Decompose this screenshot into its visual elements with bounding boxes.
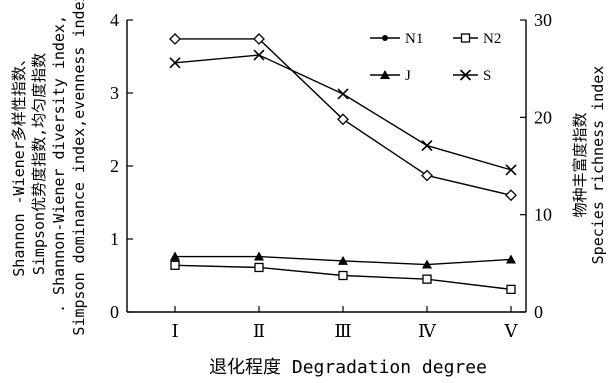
x-tick-label: Ⅰ [171, 321, 178, 342]
data-point-n2 [422, 274, 432, 284]
y-right-tick-label: 20 [534, 107, 552, 127]
x-axis-label: 退化程度 Degradation degree [209, 357, 487, 378]
legend: N1 N2 J S [370, 31, 501, 84]
y-left-tick-label: 1 [110, 229, 119, 249]
series-n1 [169, 33, 517, 202]
legend-label: J [405, 68, 411, 84]
data-point-n2 [506, 284, 516, 295]
legend-label: N2 [483, 31, 501, 47]
series-s [169, 49, 517, 176]
y-right-axis-label: 物种丰富度指数 Species richness index [571, 66, 607, 265]
y-right-label-line-2: Species richness index [589, 66, 607, 265]
legend-item-s: S [453, 68, 491, 84]
legend-label: S [483, 68, 491, 84]
legend-item-n2: N2 [453, 31, 501, 47]
y-right-tick-label: 30 [534, 10, 552, 30]
y-left-label-line-1: Shannon -Wiener多样性指数、 [10, 51, 28, 276]
y-right-tick-label: 10 [534, 205, 552, 225]
data-point-n2 [254, 262, 264, 273]
data-point-n2 [338, 270, 348, 281]
legend-marker [459, 69, 472, 81]
legend-label: N1 [405, 31, 423, 47]
y-left-tick-label: 2 [110, 156, 119, 176]
y-left-label-line-4: Simpson dominance index,evenness index [70, 0, 88, 336]
data-point-n1 [421, 169, 433, 182]
y-left-label-line-3: . Shannon-Wiener diversity index, [50, 15, 68, 313]
series-layer [169, 33, 517, 295]
y-left-axis-label: Shannon -Wiener多样性指数、 Simpson优势度指数,均匀度指数… [10, 0, 88, 336]
data-point-j [506, 254, 516, 264]
legend-marker [380, 70, 390, 79]
data-point-s [505, 164, 517, 176]
x-tick-label: Ⅱ [253, 321, 265, 342]
series-j [170, 251, 516, 269]
data-point-s [169, 57, 181, 69]
data-point-n1 [169, 33, 181, 45]
data-point-j [338, 255, 348, 265]
data-point-s [253, 49, 265, 61]
y-right-tick-label: 0 [534, 302, 543, 322]
y-left-tick-label: 0 [110, 302, 119, 322]
data-point-n1 [253, 33, 265, 45]
x-tick-label: Ⅲ [334, 321, 351, 342]
legend-marker [460, 33, 471, 43]
data-point-j [422, 259, 432, 269]
series-line-s [174, 54, 512, 171]
data-point-n2 [170, 260, 180, 270]
y-left-tick-label: 4 [110, 10, 119, 30]
legend-marker [382, 35, 388, 41]
data-point-j [254, 251, 264, 261]
legend-item-j: J [370, 68, 411, 84]
y-right-label-line-1: 物种丰富度指数 [571, 112, 589, 217]
legend-item-n1: N1 [370, 31, 423, 47]
data-point-n1 [505, 189, 517, 202]
data-point-s [421, 139, 433, 152]
y-left-label-line-2: Simpson优势度指数,均匀度指数 [30, 53, 48, 275]
data-point-s [337, 88, 349, 100]
data-point-n1 [337, 113, 349, 126]
y-left-tick-label: 3 [110, 83, 119, 103]
x-tick-label: Ⅳ [418, 321, 437, 342]
data-point-j [170, 251, 180, 261]
axes: 0 1 2 3 4 0 10 20 30 Ⅰ Ⅱ Ⅲ Ⅳ Ⅴ [110, 10, 552, 342]
x-tick-label: Ⅴ [504, 321, 519, 342]
series-n2 [170, 260, 516, 295]
